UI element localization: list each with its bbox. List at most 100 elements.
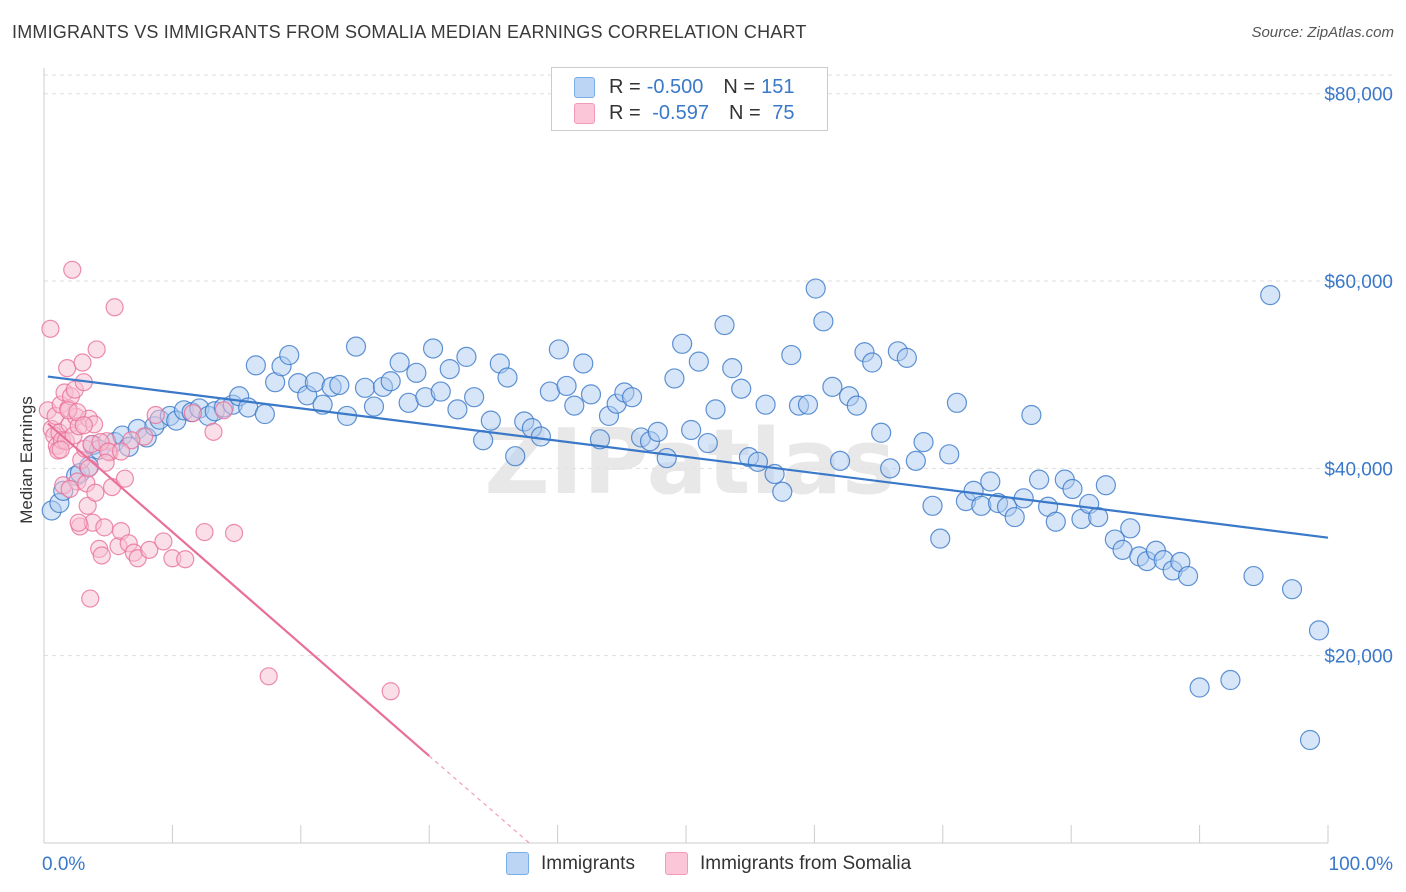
legend-item-somalia[interactable]: Immigrants from Somalia [664, 852, 912, 875]
point-0-93 [805, 278, 826, 299]
series-1 [38, 260, 400, 701]
point-1-53 [154, 532, 173, 551]
point-1-72 [96, 453, 115, 472]
source-label: Source: ZipAtlas.com [1251, 24, 1394, 41]
point-0-79 [688, 351, 709, 372]
point-0-96 [829, 450, 851, 471]
point-0-80 [697, 432, 718, 454]
trend-line-0 [47, 375, 1329, 539]
point-1-43 [105, 298, 124, 317]
y-tick-label-1: $40,000 [1324, 459, 1393, 480]
point-0-120 [1028, 469, 1050, 490]
y-tick-label-3: $80,000 [1324, 85, 1393, 106]
x-tick-labels: 0.0% 100.0% [42, 854, 1393, 875]
point-1-71 [51, 440, 70, 459]
point-0-66 [580, 384, 602, 405]
point-0-52 [464, 387, 485, 408]
point-1-38 [92, 546, 111, 565]
point-0-139 [1189, 677, 1210, 698]
point-0-71 [621, 387, 643, 408]
point-1-62 [381, 682, 400, 701]
point-0-104 [896, 347, 917, 368]
point-1-17 [63, 260, 82, 279]
point-0-105 [905, 450, 926, 471]
point-1-51 [140, 540, 159, 559]
point-0-39 [354, 377, 376, 398]
point-1-39 [95, 518, 114, 537]
point-1-36 [87, 340, 106, 359]
point-1-31 [81, 589, 100, 608]
point-1-55 [176, 550, 195, 569]
point-0-98 [846, 395, 867, 416]
point-0-117 [1004, 506, 1025, 528]
point-0-26 [245, 355, 266, 376]
point-1-58 [204, 422, 223, 441]
point-0-86 [747, 451, 769, 472]
trend-layer [47, 375, 1329, 844]
point-0-131 [1120, 518, 1141, 539]
point-0-108 [930, 528, 951, 549]
point-0-49 [439, 358, 460, 380]
point-0-119 [1021, 404, 1042, 426]
point-1-73 [111, 442, 131, 461]
point-0-62 [548, 339, 569, 360]
stats-row-immigrants: R = -0.500 N = 151 [574, 75, 794, 99]
point-1-61 [259, 667, 278, 686]
point-1-35 [86, 483, 105, 502]
point-0-40 [363, 396, 385, 417]
point-0-143 [1281, 579, 1303, 600]
point-1-25 [73, 353, 92, 372]
immigrants-swatch [574, 76, 595, 98]
point-0-47 [422, 338, 444, 359]
point-0-90 [781, 344, 802, 366]
point-0-89 [772, 481, 793, 502]
point-0-43 [389, 352, 410, 373]
point-0-56 [497, 367, 518, 388]
point-0-100 [862, 352, 883, 373]
y-tick-labels: $20,000 $40,000 $60,000 $80,000 [1324, 85, 1393, 668]
point-0-65 [573, 353, 594, 374]
stats-row-somalia: R = -0.597 N = 75 [574, 101, 794, 125]
axes [43, 68, 1329, 844]
point-0-102 [880, 458, 901, 479]
stats-legend: R = -0.500 N = 151 R = -0.597 N = 75 [551, 67, 828, 131]
point-1-59 [214, 401, 233, 420]
trend-line-extension-1 [428, 755, 530, 844]
point-0-75 [656, 447, 677, 469]
r-value: -0.597 [646, 101, 709, 124]
point-0-77 [672, 333, 693, 354]
legend-label: Immigrants [541, 852, 635, 874]
point-1-74 [69, 513, 88, 532]
point-0-124 [1062, 478, 1083, 500]
point-0-48 [430, 381, 451, 402]
chart-title: IMMIGRANTS VS IMMIGRANTS FROM SOMALIA ME… [12, 22, 807, 42]
point-0-34 [312, 394, 333, 415]
point-0-141 [1243, 565, 1264, 587]
point-0-78 [681, 419, 702, 441]
point-0-138 [1177, 565, 1199, 587]
point-0-92 [797, 394, 819, 415]
point-0-53 [473, 430, 494, 451]
point-0-42 [380, 371, 401, 392]
n-value: 75 [766, 101, 795, 124]
point-1-56 [183, 404, 203, 423]
point-1-68 [122, 431, 141, 450]
r-label: R = [609, 101, 641, 124]
point-0-144 [1299, 729, 1321, 751]
legend-item-immigrants[interactable]: Immigrants [506, 852, 635, 875]
n-label: N = [723, 75, 756, 98]
immigrants-swatch [506, 852, 529, 875]
legend-label: Immigrants from Somalia [699, 852, 912, 874]
point-1-13 [58, 359, 77, 378]
point-0-107 [922, 495, 943, 516]
x-tick-label-1: 100.0% [1329, 854, 1394, 875]
series-legend: Immigrants Immigrants from Somalia [506, 852, 941, 875]
point-0-109 [939, 444, 960, 465]
point-0-45 [406, 362, 427, 383]
point-0-81 [705, 399, 726, 420]
point-0-50 [447, 399, 468, 420]
trend-line-1 [47, 422, 430, 757]
n-value: 151 [761, 75, 795, 98]
point-0-60 [530, 426, 552, 447]
